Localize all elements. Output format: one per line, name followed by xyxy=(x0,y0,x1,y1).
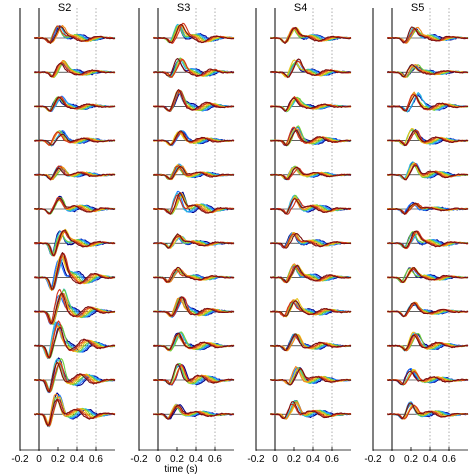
waveform-trace xyxy=(387,230,469,249)
waveform-trace xyxy=(270,368,352,386)
waveform-trace xyxy=(270,26,352,44)
waveform-trace xyxy=(34,292,116,325)
waveform-trace xyxy=(34,326,116,359)
waveform-trace xyxy=(153,235,234,249)
x-tick-label: 0 xyxy=(36,454,42,465)
waveform-trace xyxy=(153,404,234,420)
waveform-trace xyxy=(153,334,235,352)
waveform-trace xyxy=(386,402,469,420)
x-tick-label: 0 xyxy=(389,454,395,465)
waveform-trace xyxy=(387,64,469,78)
waveform-trace xyxy=(387,268,469,284)
x-tick-label: 0.2 xyxy=(170,454,184,465)
waveform-trace xyxy=(34,321,116,360)
waveform-trace xyxy=(387,64,469,78)
waveform-trace xyxy=(153,332,235,351)
x-axis-label: time (s) xyxy=(164,464,197,474)
x-tick-label: 0.2 xyxy=(287,454,301,465)
waveform-trace xyxy=(387,165,469,181)
x-tick-label: 0.4 xyxy=(189,454,203,465)
panel-title: S4 xyxy=(294,2,307,14)
waveform-trace xyxy=(34,229,116,256)
waveform-trace xyxy=(387,302,469,318)
waveform-trace xyxy=(387,27,469,44)
waveform-trace xyxy=(153,363,235,385)
waveform-trace xyxy=(153,23,235,44)
x-tick-label: 0.4 xyxy=(306,454,320,465)
waveform-trace xyxy=(387,94,469,112)
waveform-trace xyxy=(34,253,116,291)
waveform-trace xyxy=(34,255,116,291)
waveform-trace xyxy=(387,266,469,283)
waveform-trace xyxy=(270,166,352,181)
waveform-trace xyxy=(387,301,469,318)
waveform-trace xyxy=(153,165,234,180)
waveform-trace xyxy=(387,130,469,146)
waveform-trace xyxy=(387,26,469,44)
x-tick-label: -0.2 xyxy=(364,454,382,465)
waveform-trace xyxy=(270,401,352,420)
waveform-trace xyxy=(34,362,116,393)
waveform-trace xyxy=(153,24,235,44)
x-tick-label: 0.4 xyxy=(423,454,437,465)
waveform-trace xyxy=(270,58,352,78)
waveform-trace xyxy=(387,334,468,351)
waveform-trace xyxy=(34,398,116,427)
waveform-trace xyxy=(270,401,352,420)
waveform-trace xyxy=(153,192,235,215)
x-tick-label: 0 xyxy=(272,454,278,465)
x-tick-label: 0.6 xyxy=(325,454,339,465)
x-tick-label: 0.6 xyxy=(208,454,222,465)
waveform-trace xyxy=(387,335,469,352)
waveform-trace xyxy=(270,97,352,112)
waveform-trace xyxy=(153,266,235,283)
waveform-trace xyxy=(153,296,235,317)
waveform-trace xyxy=(153,89,234,111)
x-tick-label: 0.6 xyxy=(89,454,103,465)
waveform-trace xyxy=(34,96,116,112)
x-tick-label: -0.2 xyxy=(247,454,265,465)
waveform-trace xyxy=(34,133,116,146)
x-tick-label: -0.2 xyxy=(11,454,29,465)
waveform-trace xyxy=(386,232,469,250)
waveform-trace xyxy=(34,252,116,290)
panel-title: S5 xyxy=(411,2,424,14)
waveform-trace xyxy=(387,202,469,215)
waveform-trace xyxy=(34,62,116,78)
waveform-trace xyxy=(270,232,352,249)
x-tick-label: 0.6 xyxy=(442,454,456,465)
panel-title: S3 xyxy=(177,2,190,14)
waveform-trace xyxy=(153,130,235,146)
x-tick-label: -0.2 xyxy=(130,454,148,465)
waveform-trace xyxy=(33,288,116,325)
waveform-trace xyxy=(387,231,469,249)
waveform-trace xyxy=(387,301,469,318)
x-tick-label: 0 xyxy=(155,454,161,465)
waveform-trace xyxy=(270,333,352,352)
waveform-trace xyxy=(270,129,352,147)
waveform-trace xyxy=(34,288,116,325)
x-tick-label: 0.2 xyxy=(51,454,65,465)
waveform-trace xyxy=(153,404,235,420)
waveform-trace xyxy=(34,26,116,44)
waveform-trace xyxy=(153,233,235,249)
waveform-trace xyxy=(34,289,116,326)
waveform-trace xyxy=(269,264,352,284)
waveform-trace xyxy=(153,22,235,44)
waveform-trace xyxy=(270,198,352,215)
waveform-trace xyxy=(270,367,352,386)
waveform-trace xyxy=(153,58,235,77)
waveform-trace xyxy=(270,300,352,317)
waveform-trace xyxy=(270,198,352,215)
waveform-trace xyxy=(34,361,115,393)
waveform-trace xyxy=(153,23,235,44)
x-tick-label: 0.2 xyxy=(404,454,418,465)
waveform-trace xyxy=(269,366,352,385)
waveform-trace xyxy=(34,197,116,215)
x-tick-label: 0.4 xyxy=(70,454,84,465)
panel-title: S2 xyxy=(58,2,71,14)
waveform-trace xyxy=(34,167,116,181)
waveform-trace xyxy=(387,370,469,386)
